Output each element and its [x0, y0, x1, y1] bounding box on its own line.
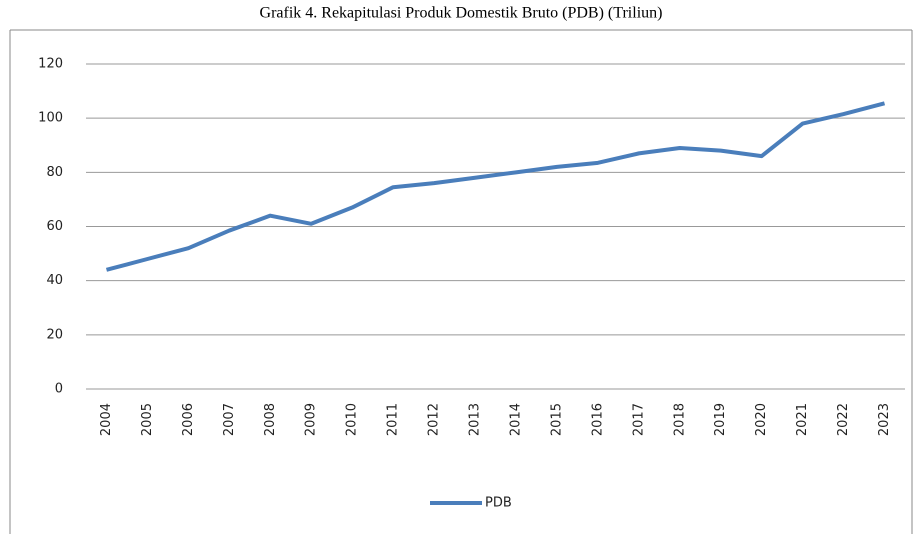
x-tick-label: 2008	[263, 403, 278, 436]
x-tick-label: 2014	[508, 403, 523, 436]
x-tick-label: 2017	[631, 403, 646, 436]
x-tick-label: 2013	[468, 403, 483, 436]
x-tick-label: 2007	[222, 403, 237, 436]
x-tick-label: 2006	[181, 403, 196, 436]
x-tick-label: 2019	[713, 403, 728, 436]
y-tick-label: 0	[55, 382, 63, 397]
x-tick-label: 2011	[386, 403, 401, 436]
x-tick-label: 2020	[754, 403, 769, 436]
y-tick-label: 120	[38, 57, 63, 72]
x-tick-label: 2022	[836, 403, 851, 436]
y-tick-label: 40	[46, 273, 63, 288]
x-tick-label: 2004	[99, 403, 114, 436]
x-tick-label: 2012	[427, 403, 442, 436]
x-tick-label: 2005	[140, 403, 155, 436]
y-tick-label: 80	[46, 165, 63, 180]
x-tick-label: 2010	[345, 403, 360, 436]
legend-label: PDB	[485, 496, 512, 511]
data-line	[105, 101, 886, 272]
y-tick-label: 60	[46, 219, 63, 234]
y-tick-label: 100	[38, 111, 63, 126]
chart-title: Grafik 4. Rekapitulasi Produk Domestik B…	[260, 5, 663, 22]
x-tick-label: 2023	[877, 403, 892, 436]
x-tick-label: 2009	[304, 403, 319, 436]
x-tick-label: 2021	[795, 403, 810, 436]
x-tick-label: 2018	[672, 403, 687, 436]
x-tick-label: 2015	[549, 403, 564, 436]
x-tick-label: 2016	[590, 403, 605, 436]
y-tick-label: 20	[46, 327, 63, 342]
